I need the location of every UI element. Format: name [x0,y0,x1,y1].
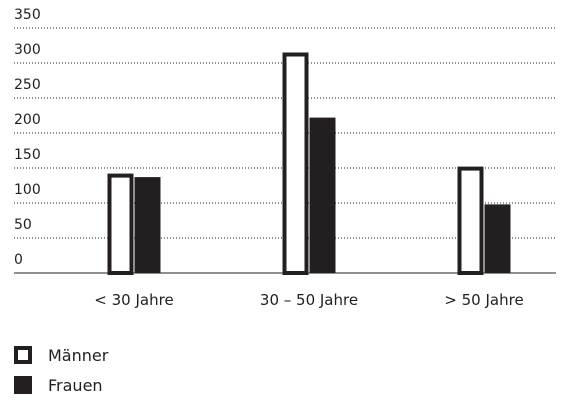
x-category-label-1: 30 – 50 Jahre [260,291,358,309]
y-tick-label-6: 300 [14,42,41,58]
y-tick-label-7: 350 [14,7,41,23]
legend-label-maenner: Männer [48,345,109,365]
legend: Männer Frauen [14,340,108,400]
x-category-label-2: > 50 Jahre [444,291,523,309]
legend-swatch-frauen [14,376,32,394]
bar-frauen-2 [484,204,511,273]
x-category-label-0: < 30 Jahre [94,291,173,309]
bar-frauen-1 [309,117,336,273]
y-tick-label-1: 50 [14,217,32,233]
y-tick-label-2: 100 [14,182,41,198]
y-tick-label-3: 150 [14,147,41,163]
bar-maenner-2 [457,166,484,276]
bar-frauen-0 [134,177,161,273]
legend-item-frauen: Frauen [14,370,108,400]
y-tick-label-0: 0 [14,252,23,268]
y-tick-label-4: 200 [14,112,41,128]
bar-maenner-1 [282,52,309,275]
bar-chart: 0 50 100 150 200 250 300 350 < 30 Jahre 30 – 50 J… [14,7,556,309]
legend-swatch-maenner [14,346,32,364]
bar-maenner-0 [107,173,134,276]
y-tick-label-5: 250 [14,77,41,93]
legend-item-maenner: Männer [14,340,108,370]
legend-label-frauen: Frauen [48,375,103,395]
